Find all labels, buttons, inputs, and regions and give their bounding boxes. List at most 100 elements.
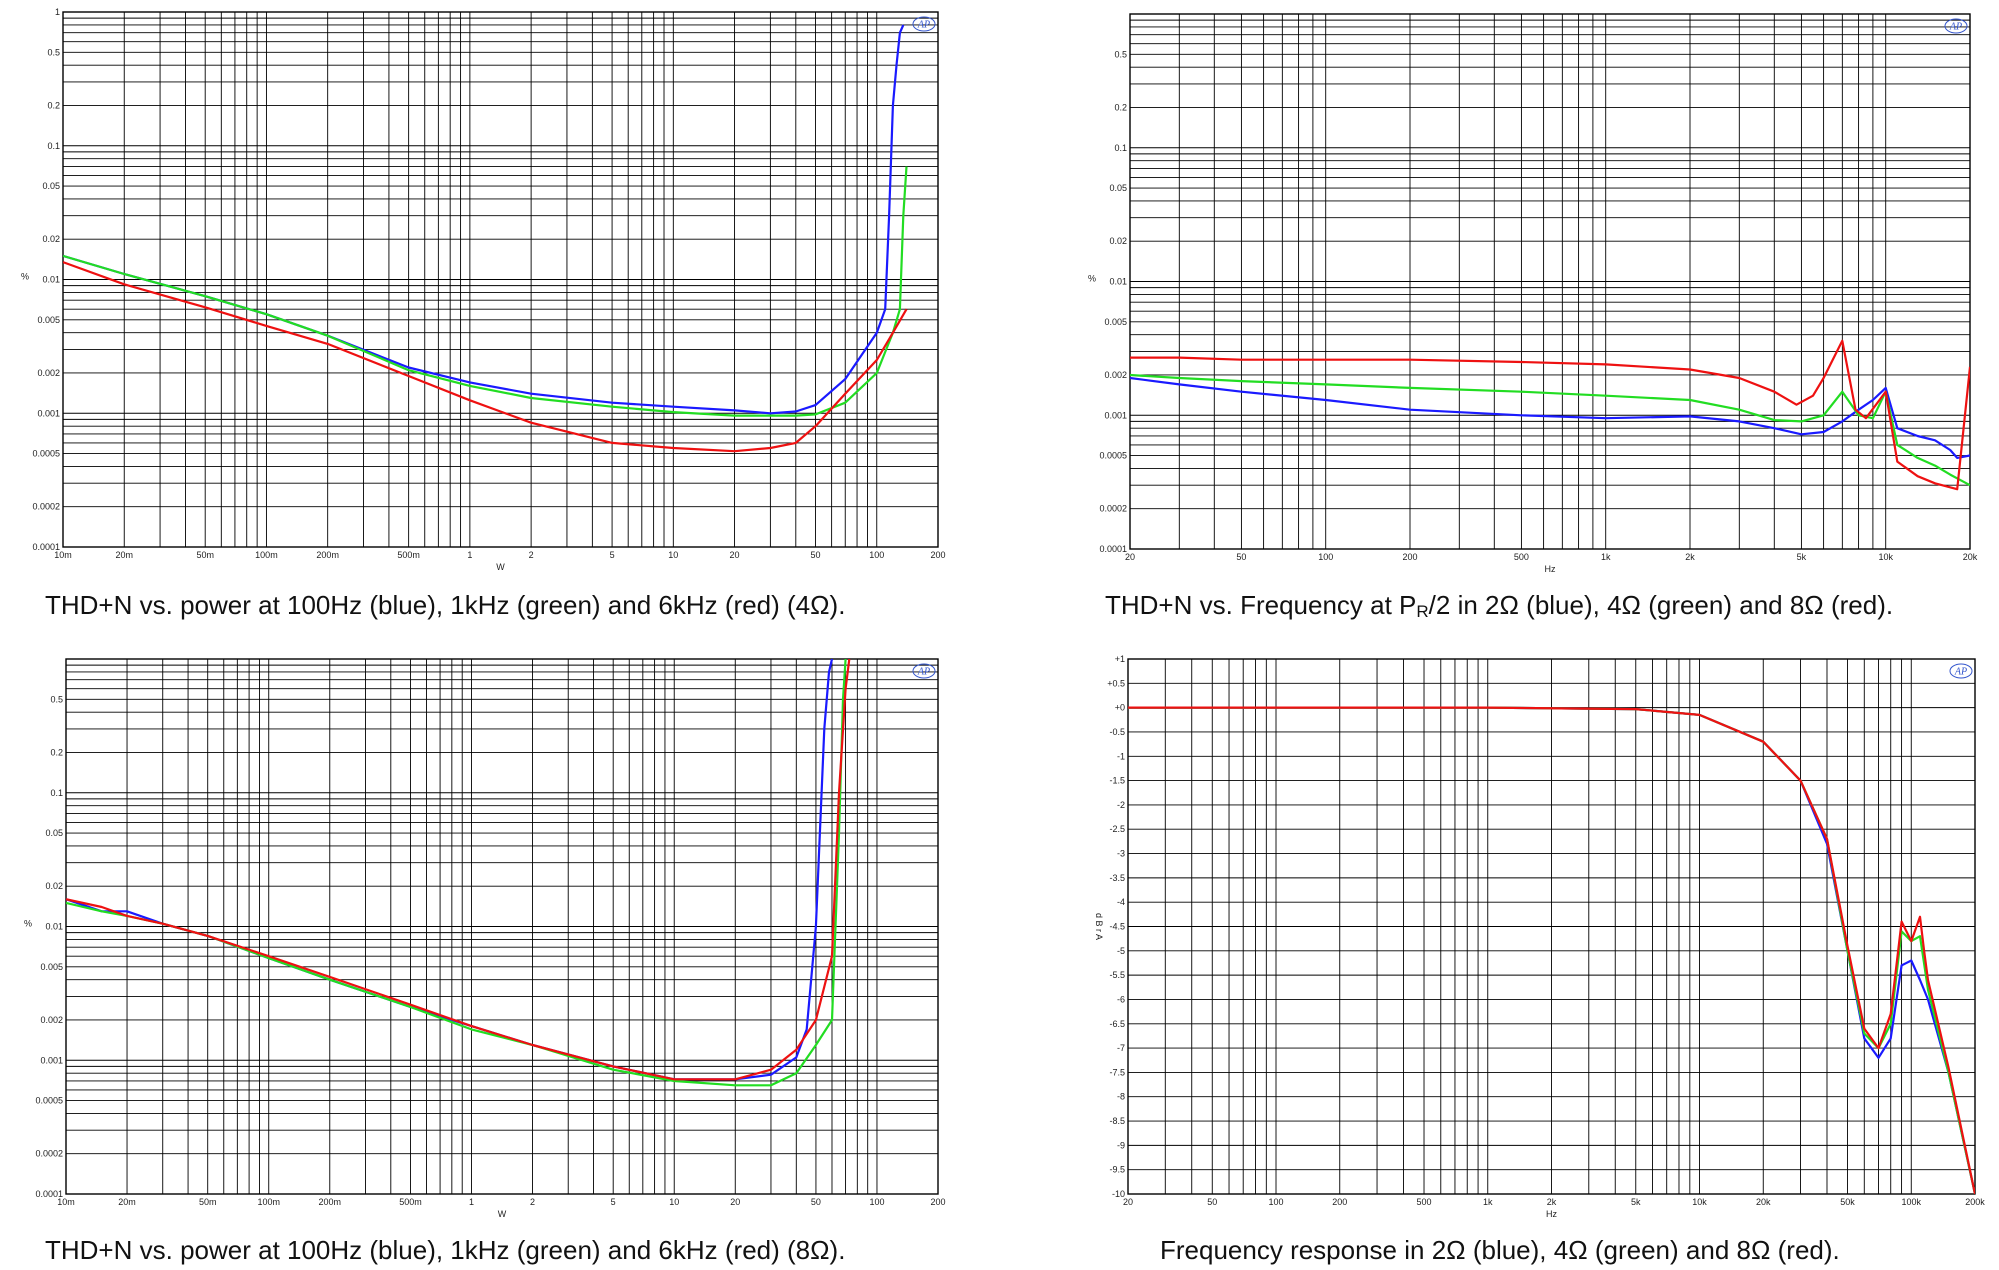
series-line-3 (63, 261, 908, 453)
x-tick-label: 50 (811, 550, 821, 560)
x-tick-label: 5 (611, 1197, 616, 1207)
series-line-2 (1130, 373, 1970, 487)
grid (1127, 658, 1976, 1195)
x-tick-label: 2 (529, 550, 534, 560)
x-axis-label: Hz (1546, 1209, 1557, 1219)
series-line-1 (63, 24, 905, 415)
chart-frequency-response: 20 50 100 200 500 1k 2k 5k 10k 20k 50k 100k 200k +1 +0… (1085, 654, 1995, 1230)
x-tick-label: 100 (1268, 1197, 1283, 1207)
chart-frequency-response-svg: 20 50 100 200 500 1k 2k 5k 10k 20k 50k 100k 200k +1 +0… (1094, 654, 1985, 1219)
series-group (66, 659, 851, 1087)
ap-logo-icon: AP (912, 663, 936, 679)
y-tick-label: 0.0001 (35, 1189, 63, 1199)
x-tick-label: 50m (196, 550, 214, 560)
x-tick-label: 100m (257, 1197, 280, 1207)
y-axis-label: % (24, 919, 32, 929)
y-tick-label: -4.5 (1109, 922, 1125, 932)
series-group (63, 24, 908, 453)
x-axis-label: Hz (1545, 564, 1556, 574)
x-tick-label: 5k (1797, 552, 1807, 562)
y-tick-label: 0.02 (1109, 236, 1127, 246)
series-line-3 (66, 659, 851, 1081)
y-axis-label: % (21, 272, 29, 282)
caption-frequency-response: Frequency response in 2Ω (blue), 4Ω (gre… (1160, 1235, 1840, 1265)
y-tick-label: +0.5 (1107, 678, 1125, 688)
x-tick-label: 20m (115, 550, 133, 560)
y-tick-label: 0.05 (1109, 183, 1127, 193)
y-tick-label: 0.5 (50, 694, 63, 704)
x-tick-label: 20m (118, 1197, 136, 1207)
y-tick-label: 0.0002 (1099, 504, 1127, 514)
y-tick-label: -4 (1117, 897, 1125, 907)
y-tick-label: -5.5 (1109, 970, 1125, 980)
y-tick-label: 0.0005 (35, 1096, 63, 1106)
series-line-2 (63, 166, 908, 417)
x-tick-label: 200k (1965, 1197, 1985, 1207)
y-tick-label: 0.002 (37, 368, 60, 378)
y-tick-label: -3.5 (1109, 873, 1125, 883)
y-tick-label: 0.2 (47, 100, 60, 110)
y-tick-label: 0.001 (40, 1055, 63, 1065)
y-tick-label: 0.002 (40, 1015, 63, 1025)
grid (62, 11, 939, 548)
y-tick-label: 0.1 (1114, 143, 1127, 153)
x-tick-label: 500m (399, 1197, 422, 1207)
y-tick-label: -2.5 (1109, 824, 1125, 834)
y-tick-label: -8 (1117, 1092, 1125, 1102)
y-tick-label: 0.005 (1104, 317, 1127, 327)
x-tick-label: 5k (1631, 1197, 1641, 1207)
y-tick-label: -6.5 (1109, 1019, 1125, 1029)
chart-thd-power-8ohm: 10m 20m 50m 100m 200m 500m 1 2 5 10 20 50 100 200 0.5 0… (8, 655, 958, 1230)
x-tick-label: 200 (930, 1197, 945, 1207)
series-group (1130, 339, 1970, 491)
x-tick-label: 100 (1318, 552, 1333, 562)
y-tick-label: 0.5 (1114, 49, 1127, 59)
x-tick-label: 500 (1514, 552, 1529, 562)
x-tick-label: 200m (319, 1197, 342, 1207)
x-tick-label: 200 (930, 550, 945, 560)
x-tick-label: 50k (1840, 1197, 1855, 1207)
x-tick-label: 20k (1963, 552, 1978, 562)
series-line-1 (66, 659, 834, 1081)
chart-thd-frequency-svg: 20 50 100 200 500 1k 2k 5k 10k 20k 0.5 0.2 0.1 0.05 0.… (1088, 13, 1978, 574)
caption-thd-frequency-tail: /2 in 2Ω (blue), 4Ω (green) and 8Ω (red)… (1428, 590, 1894, 620)
x-tick-label: 500m (397, 550, 420, 560)
y-tick-label: -10 (1112, 1189, 1125, 1199)
svg-text:AP: AP (917, 667, 930, 678)
x-tick-label: 20 (1125, 552, 1135, 562)
y-tick-label: -5 (1117, 946, 1125, 956)
y-tick-label: -3 (1117, 849, 1125, 859)
y-tick-label: -0.5 (1109, 727, 1125, 737)
chart-thd-power-4ohm: 10m 20m 50m 100m 200m 500m 1 2 5 10 20 50 100 200 1 0.5… (8, 7, 958, 583)
x-tick-label: 200m (316, 550, 339, 560)
y-tick-label: 0.2 (50, 747, 63, 757)
x-tick-label: 10k (1878, 552, 1893, 562)
x-axis-label: W (498, 1209, 507, 1219)
y-tick-label: -7.5 (1109, 1067, 1125, 1077)
x-tick-label: 20k (1756, 1197, 1771, 1207)
x-tick-label: 20 (730, 550, 740, 560)
y-tick-label: 0.001 (37, 408, 60, 418)
y-tick-label: 0.02 (45, 881, 63, 891)
svg-text:AP: AP (917, 20, 930, 31)
y-tick-label: 1 (55, 7, 60, 17)
x-tick-label: 200 (1402, 552, 1417, 562)
caption-thd-frequency-main: THD+N vs. Frequency at P (1105, 590, 1417, 620)
plot-frame (1129, 13, 1971, 550)
series-line-3 (1128, 706, 1975, 1194)
y-tick-label: 0.05 (42, 181, 60, 191)
y-tick-label: 0.01 (45, 922, 63, 932)
x-tick-label: 10m (57, 1197, 75, 1207)
y-tick-label: -9.5 (1109, 1165, 1125, 1175)
y-tick-label: 0.0001 (32, 542, 60, 552)
y-tick-label: +0 (1115, 703, 1125, 713)
caption-thd-power-4ohm: THD+N vs. power at 100Hz (blue), 1kHz (g… (45, 590, 846, 620)
x-tick-label: 100k (1901, 1197, 1921, 1207)
y-tick-label: 0.005 (37, 315, 60, 325)
x-tick-label: 1k (1483, 1197, 1493, 1207)
chart-thd-power-4ohm-svg: 10m 20m 50m 100m 200m 500m 1 2 5 10 20 50 100 200 1 0.5… (21, 7, 946, 572)
plot-frame (1127, 658, 1976, 1195)
svg-text:AP: AP (1954, 667, 1967, 678)
y-tick-label: 0.001 (1104, 410, 1127, 420)
y-tick-label: -9 (1117, 1140, 1125, 1150)
